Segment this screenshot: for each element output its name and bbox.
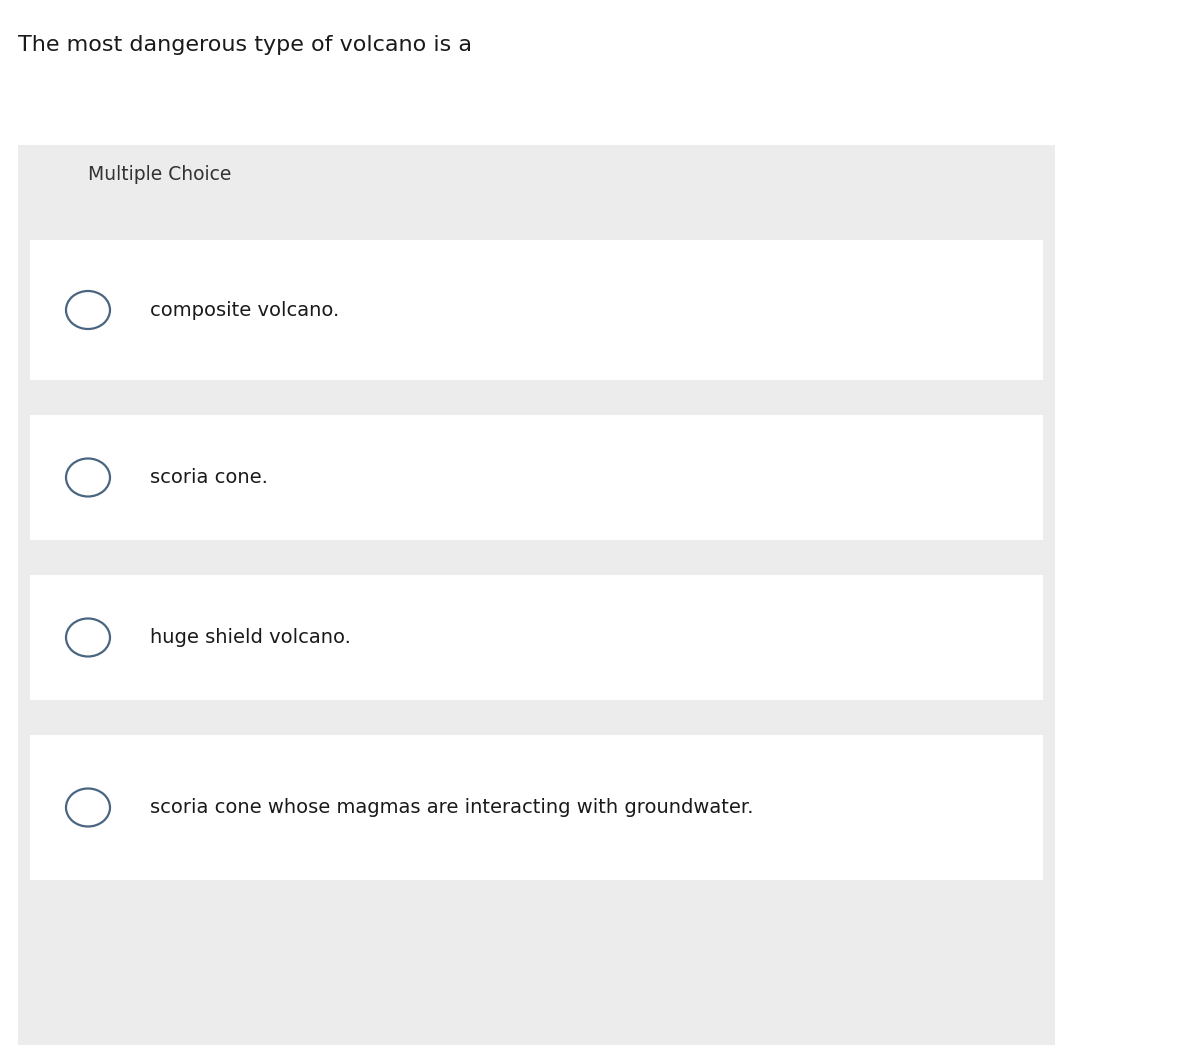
Text: huge shield volcano.: huge shield volcano.	[150, 628, 350, 647]
Text: composite volcano.: composite volcano.	[150, 300, 340, 320]
Text: scoria cone whose magmas are interacting with groundwater.: scoria cone whose magmas are interacting…	[150, 798, 754, 817]
Bar	[30, 735, 1043, 880]
Bar	[18, 145, 1055, 1045]
Text: The most dangerous type of volcano is a: The most dangerous type of volcano is a	[18, 35, 472, 55]
Ellipse shape	[66, 291, 110, 329]
Ellipse shape	[66, 788, 110, 826]
Text: Multiple Choice: Multiple Choice	[88, 165, 232, 184]
Bar	[30, 415, 1043, 540]
Bar	[30, 574, 1043, 700]
Ellipse shape	[66, 458, 110, 496]
Text: scoria cone.: scoria cone.	[150, 468, 268, 487]
Ellipse shape	[66, 619, 110, 657]
Bar	[30, 240, 1043, 380]
